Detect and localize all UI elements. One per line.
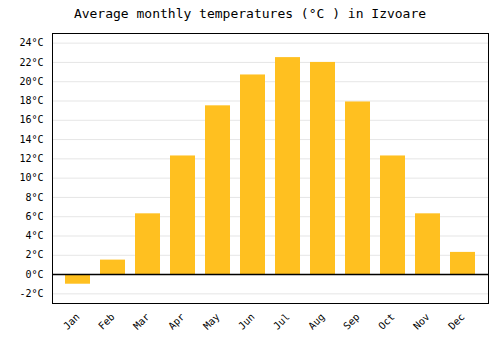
svg-text:2°C: 2°C <box>25 249 43 260</box>
svg-text:Dec: Dec <box>446 311 467 332</box>
svg-text:Apr: Apr <box>166 311 187 332</box>
svg-text:Mar: Mar <box>131 311 152 332</box>
svg-text:24°C: 24°C <box>19 37 43 48</box>
svg-text:6°C: 6°C <box>25 211 43 222</box>
svg-text:Jun: Jun <box>236 311 257 332</box>
svg-text:18°C: 18°C <box>19 95 43 106</box>
svg-text:0°C: 0°C <box>25 269 43 280</box>
svg-text:Sep: Sep <box>341 311 362 332</box>
svg-text:22°C: 22°C <box>19 57 43 68</box>
svg-text:10°C: 10°C <box>19 172 43 183</box>
svg-text:12°C: 12°C <box>19 153 43 164</box>
svg-text:16°C: 16°C <box>19 114 43 125</box>
svg-text:20°C: 20°C <box>19 76 43 87</box>
svg-text:Nov: Nov <box>411 311 432 332</box>
svg-text:4°C: 4°C <box>25 230 43 241</box>
svg-text:8°C: 8°C <box>25 192 43 203</box>
svg-text:Jan: Jan <box>61 311 82 332</box>
svg-text:14°C: 14°C <box>19 134 43 145</box>
svg-text:-2°C: -2°C <box>19 288 43 299</box>
svg-text:Oct: Oct <box>376 311 397 332</box>
html-text:Average monthly temperatures (: Average monthly temperatures (°C ) in Iz… <box>73 6 427 21</box>
svg-text:Feb: Feb <box>96 311 117 332</box>
svg-text:Jul: Jul <box>271 311 292 332</box>
svg-text:Aug: Aug <box>306 311 327 332</box>
svg-text:May: May <box>201 311 222 332</box>
